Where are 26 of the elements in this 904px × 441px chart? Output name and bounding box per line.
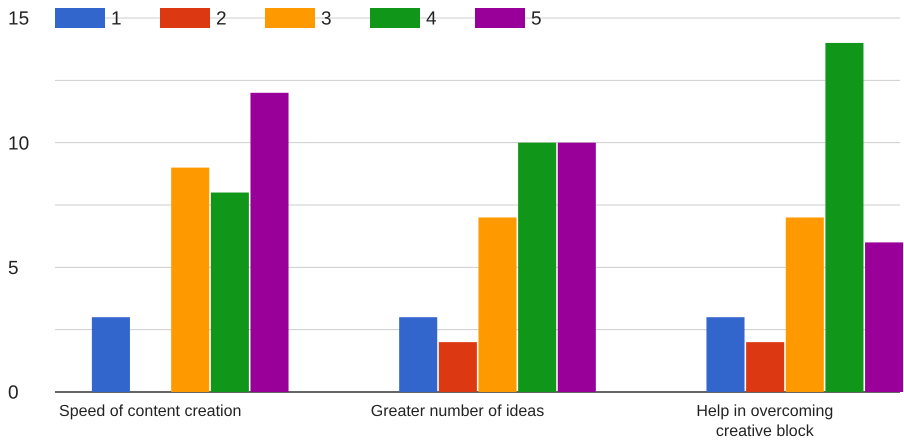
bar	[786, 217, 824, 392]
y-tick-label: 10	[8, 133, 30, 154]
bar	[478, 217, 517, 392]
legend-label: 1	[111, 8, 122, 30]
bar	[250, 92, 289, 392]
x-tick-label: Speed of content creation	[59, 403, 242, 420]
y-tick-label: 15	[8, 8, 30, 30]
bar	[825, 42, 864, 392]
bar	[865, 242, 904, 392]
bar	[399, 317, 438, 392]
x-tick-label: Greater number of ideas	[370, 403, 544, 420]
legend-label: 5	[531, 8, 542, 30]
legend-label: 3	[321, 8, 332, 30]
bar	[706, 317, 745, 392]
bar	[746, 342, 784, 392]
bar	[518, 142, 556, 392]
y-tick-label: 5	[8, 258, 19, 279]
legend-label: 2	[216, 8, 227, 30]
bar	[558, 142, 596, 392]
bar	[171, 168, 210, 392]
bar	[92, 317, 130, 392]
legend-label: 4	[426, 8, 437, 30]
bar	[210, 192, 249, 392]
y-tick-label: 0	[8, 382, 19, 404]
bar	[438, 342, 477, 392]
x-tick-label: Help in overcoming creative block	[696, 403, 834, 440]
